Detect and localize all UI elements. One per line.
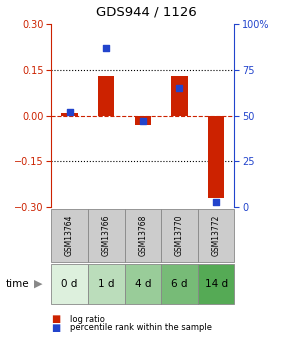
Point [104, 45, 109, 51]
Text: GSM13766: GSM13766 [102, 215, 111, 256]
Bar [198, 209, 234, 262]
Bar [208, 116, 224, 198]
Text: GSM13770: GSM13770 [175, 215, 184, 256]
Bar [88, 209, 125, 262]
Point [141, 118, 145, 124]
Bar [161, 264, 198, 304]
Bar [61, 112, 78, 116]
Text: ■: ■ [51, 314, 61, 324]
Text: GSM13768: GSM13768 [138, 215, 147, 256]
Bar [198, 264, 234, 304]
Point [67, 109, 72, 115]
Bar [134, 116, 151, 125]
Bar [51, 264, 88, 304]
Bar [88, 264, 125, 304]
Text: 14 d: 14 d [205, 279, 228, 289]
Text: 6 d: 6 d [171, 279, 188, 289]
Text: 1 d: 1 d [98, 279, 115, 289]
Bar [161, 209, 198, 262]
Point [177, 85, 182, 91]
Text: GDS944 / 1126: GDS944 / 1126 [96, 6, 197, 19]
Text: GSM13764: GSM13764 [65, 215, 74, 256]
Bar [171, 76, 188, 116]
Text: time: time [6, 279, 30, 289]
Text: ■: ■ [51, 323, 61, 333]
Point [214, 199, 219, 204]
Text: percentile rank within the sample: percentile rank within the sample [70, 323, 212, 332]
Bar [125, 209, 161, 262]
Text: log ratio: log ratio [70, 315, 105, 324]
Bar [125, 264, 161, 304]
Bar [51, 209, 88, 262]
Bar [98, 76, 115, 116]
Text: ▶: ▶ [34, 279, 42, 289]
Text: GSM13772: GSM13772 [212, 215, 221, 256]
Text: 4 d: 4 d [134, 279, 151, 289]
Text: 0 d: 0 d [62, 279, 78, 289]
